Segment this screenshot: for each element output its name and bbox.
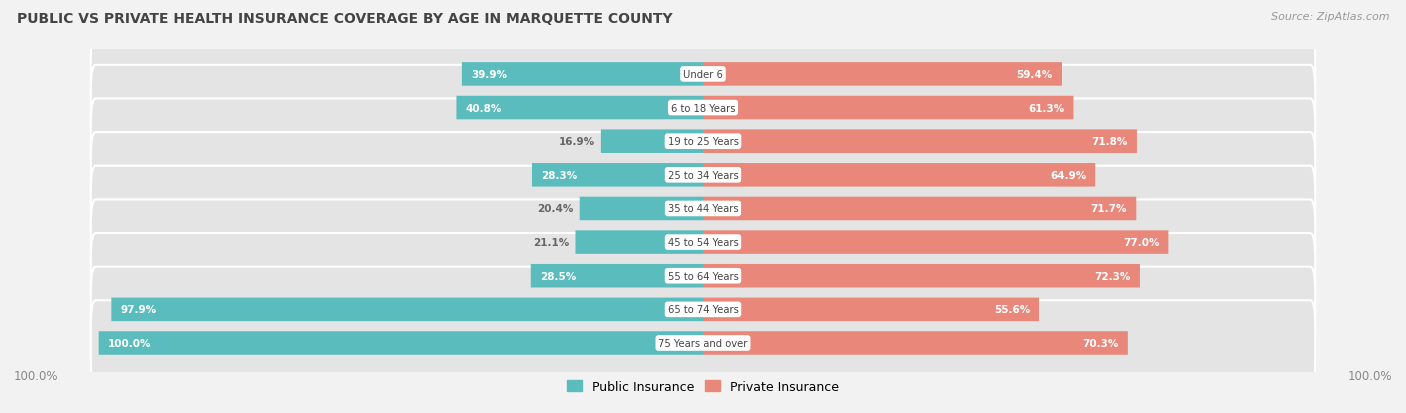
Text: 39.9%: 39.9% bbox=[471, 70, 508, 80]
FancyBboxPatch shape bbox=[703, 298, 1039, 321]
Text: 100.0%: 100.0% bbox=[1347, 369, 1392, 382]
Text: 72.3%: 72.3% bbox=[1094, 271, 1130, 281]
Text: 20.4%: 20.4% bbox=[537, 204, 574, 214]
FancyBboxPatch shape bbox=[703, 97, 1073, 120]
Text: 75 Years and over: 75 Years and over bbox=[658, 338, 748, 348]
Text: 55.6%: 55.6% bbox=[994, 305, 1031, 315]
Text: 16.9%: 16.9% bbox=[558, 137, 595, 147]
FancyBboxPatch shape bbox=[98, 331, 703, 355]
Text: 64.9%: 64.9% bbox=[1050, 171, 1087, 180]
Text: 100.0%: 100.0% bbox=[14, 369, 59, 382]
Text: 70.3%: 70.3% bbox=[1083, 338, 1119, 348]
FancyBboxPatch shape bbox=[461, 63, 703, 86]
FancyBboxPatch shape bbox=[703, 331, 1128, 355]
FancyBboxPatch shape bbox=[703, 63, 1062, 86]
Text: 61.3%: 61.3% bbox=[1028, 103, 1064, 113]
Text: 28.3%: 28.3% bbox=[541, 171, 578, 180]
Text: 71.7%: 71.7% bbox=[1091, 204, 1128, 214]
Legend: Public Insurance, Private Insurance: Public Insurance, Private Insurance bbox=[562, 375, 844, 398]
FancyBboxPatch shape bbox=[91, 66, 1315, 151]
Text: Under 6: Under 6 bbox=[683, 70, 723, 80]
Text: 28.5%: 28.5% bbox=[540, 271, 576, 281]
FancyBboxPatch shape bbox=[457, 97, 703, 120]
FancyBboxPatch shape bbox=[703, 197, 1136, 221]
Text: 45 to 54 Years: 45 to 54 Years bbox=[668, 237, 738, 247]
FancyBboxPatch shape bbox=[91, 133, 1315, 218]
Text: 77.0%: 77.0% bbox=[1123, 237, 1160, 247]
Text: 97.9%: 97.9% bbox=[121, 305, 156, 315]
Text: 19 to 25 Years: 19 to 25 Years bbox=[668, 137, 738, 147]
FancyBboxPatch shape bbox=[703, 164, 1095, 187]
Text: 71.8%: 71.8% bbox=[1091, 137, 1128, 147]
FancyBboxPatch shape bbox=[91, 233, 1315, 319]
FancyBboxPatch shape bbox=[575, 231, 703, 254]
FancyBboxPatch shape bbox=[703, 264, 1140, 288]
Text: 100.0%: 100.0% bbox=[108, 338, 152, 348]
Text: 55 to 64 Years: 55 to 64 Years bbox=[668, 271, 738, 281]
FancyBboxPatch shape bbox=[91, 166, 1315, 252]
Text: 35 to 44 Years: 35 to 44 Years bbox=[668, 204, 738, 214]
FancyBboxPatch shape bbox=[91, 99, 1315, 185]
Text: Source: ZipAtlas.com: Source: ZipAtlas.com bbox=[1271, 12, 1389, 22]
Text: 40.8%: 40.8% bbox=[465, 103, 502, 113]
FancyBboxPatch shape bbox=[91, 267, 1315, 352]
FancyBboxPatch shape bbox=[91, 32, 1315, 117]
FancyBboxPatch shape bbox=[91, 200, 1315, 285]
Text: 59.4%: 59.4% bbox=[1017, 70, 1053, 80]
Text: 25 to 34 Years: 25 to 34 Years bbox=[668, 171, 738, 180]
FancyBboxPatch shape bbox=[600, 130, 703, 154]
FancyBboxPatch shape bbox=[579, 197, 703, 221]
FancyBboxPatch shape bbox=[91, 301, 1315, 386]
FancyBboxPatch shape bbox=[703, 130, 1137, 154]
Text: 6 to 18 Years: 6 to 18 Years bbox=[671, 103, 735, 113]
FancyBboxPatch shape bbox=[531, 164, 703, 187]
Text: PUBLIC VS PRIVATE HEALTH INSURANCE COVERAGE BY AGE IN MARQUETTE COUNTY: PUBLIC VS PRIVATE HEALTH INSURANCE COVER… bbox=[17, 12, 672, 26]
FancyBboxPatch shape bbox=[111, 298, 703, 321]
FancyBboxPatch shape bbox=[703, 231, 1168, 254]
Text: 21.1%: 21.1% bbox=[533, 237, 569, 247]
FancyBboxPatch shape bbox=[531, 264, 703, 288]
Text: 65 to 74 Years: 65 to 74 Years bbox=[668, 305, 738, 315]
